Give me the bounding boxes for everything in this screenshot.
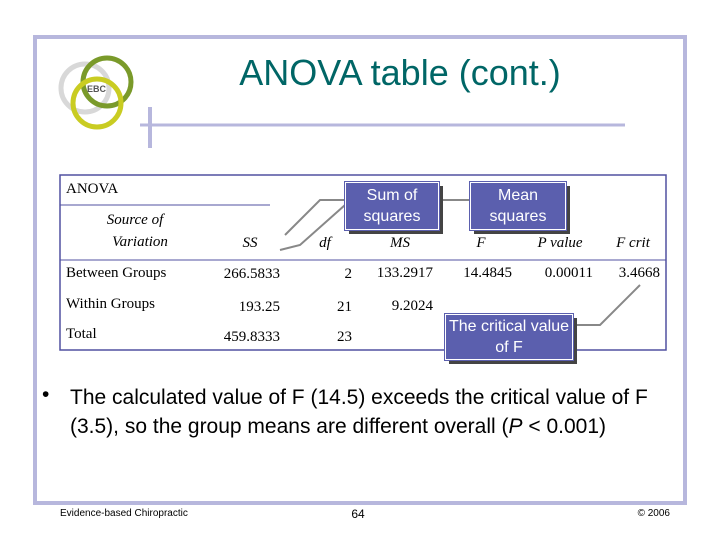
row-label: Total [66, 326, 97, 342]
cell: 9.2024 [391, 298, 433, 314]
cell: 2 [344, 266, 353, 282]
logo-text: EBC [87, 84, 107, 94]
column-header: df [319, 235, 331, 251]
column-header: SS [242, 235, 258, 251]
callout-pointer [284, 199, 345, 236]
cell: 0.00011 [544, 265, 593, 281]
row-label: Between Groups [66, 265, 167, 281]
cell: 133.2917 [376, 265, 433, 281]
table-caption: ANOVA [66, 181, 119, 197]
row-label: Within Groups [66, 296, 155, 312]
cell: 21 [337, 299, 352, 315]
cell: 193.25 [238, 299, 280, 315]
callout: Mean squares [469, 181, 567, 231]
callout-pointer [572, 284, 641, 326]
column-header: F [476, 235, 486, 251]
column-header: Source of [106, 212, 164, 228]
cell: 14.4845 [463, 265, 512, 281]
page-number: 64 [351, 507, 365, 521]
text: P [508, 415, 523, 438]
column-header: Variation [112, 234, 168, 250]
cell: 3.4668 [618, 265, 660, 281]
column-header: MS [390, 235, 410, 251]
cell: 266.5833 [223, 266, 280, 282]
footer-right: © 2006 [637, 508, 670, 519]
text: The calculated value of F (14.5) exceeds… [70, 386, 648, 438]
cell: 459.8333 [223, 329, 280, 345]
table-box [59, 174, 667, 351]
slide-title: ANOVA table (cont.) [239, 52, 561, 93]
callout: The critical value of F [444, 313, 574, 361]
callout: Sum of squares [344, 181, 440, 231]
column-header: P value [537, 235, 583, 251]
frame [33, 35, 687, 505]
footer-left: Evidence-based Chiropractic [60, 508, 188, 519]
logo-ring [58, 61, 112, 115]
bullet-dot: • [42, 383, 50, 406]
text: < 0.001) [522, 415, 607, 438]
column-header: F crit [616, 235, 650, 251]
callout-pointer [279, 204, 346, 251]
logo-ring [70, 76, 124, 130]
cell: 23 [337, 329, 352, 345]
bullet-text: The calculated value of F (14.5) exceeds… [70, 383, 680, 441]
